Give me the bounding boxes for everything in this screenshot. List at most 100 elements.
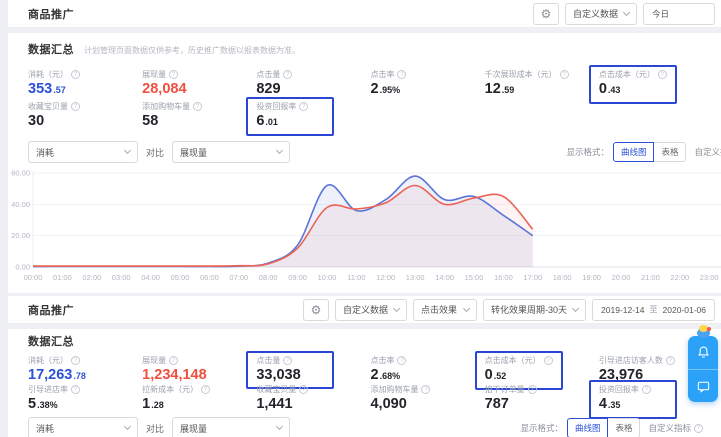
chevron-down-icon [123,146,132,155]
help-icon[interactable]: ? [559,70,569,79]
metric-bottom-4: 点击成本（元）? 0.52 [474,351,599,390]
help-icon[interactable]: ? [543,356,553,365]
display-format-group: 显示格式： 曲线图 表格 自定义指标 ? [520,418,703,437]
metric-bottom-0: 消耗（元）? 17,263.78 [28,353,142,383]
metric-label: 展现量 [142,356,167,365]
metric-label: 添加购物车量 [142,102,191,111]
help-icon[interactable]: ? [397,70,407,79]
summary-header: 数据汇总 计划管理页面数据仅供参考，历史推广数据以报表数据为准。 [28,41,721,57]
top-page-header: 商品推广 ⚙ 自定义数据 今日 [8,0,721,28]
metric-select-value: 展现量 [180,423,208,434]
custom-data-label: 自定义数据 [343,305,389,315]
metric-body: 展现量? 1,234,148 [132,351,220,389]
effect-dropdown[interactable]: 点击效果 [413,298,478,321]
help-icon[interactable]: ? [283,356,293,365]
metric-label: 点击率 [370,356,395,365]
metric-value: 4,090 [370,396,407,412]
metric-select-compare[interactable]: 展现量 [172,417,291,437]
metric-label: 点击量 [256,356,281,365]
top-toolbar: ⚙ 自定义数据 今日 [532,2,715,25]
metric-select-primary[interactable]: 消耗 [28,417,138,437]
help-icon[interactable]: ? [169,356,179,365]
custom-indicator-link[interactable]: 自定义指标 ? [694,146,721,158]
metric-label: 投资回报率 [256,102,297,111]
metric-body: 引导进店访客人数? 23,976 [589,351,685,389]
metric-label: 添加购物车量 [370,385,419,394]
page-title: 商品推广 [28,8,74,21]
metric-top-6: 收藏宝贝量? 30 [28,99,142,131]
svg-text:04:00: 04:00 [141,273,160,282]
compare-label: 对比 [146,423,165,434]
format-option-line-chart[interactable]: 曲线图 [566,418,609,437]
help-icon[interactable]: ? [71,70,80,79]
conversion-period-dropdown[interactable]: 转化效果周期-30天 [483,298,587,321]
metric-label: 点击量 [256,70,281,79]
summary-note: 计划管理页面数据仅供参考，历史推广数据以报表数据为准。 [84,46,300,55]
format-option-table[interactable]: 表格 [653,142,687,162]
svg-text:08:00: 08:00 [259,273,278,282]
metric-body: 消耗（元）? 353.57 [18,65,106,104]
notification-button[interactable] [688,336,718,369]
help-icon[interactable]: ? [283,70,293,79]
chevron-down-icon [462,304,471,312]
metric-value: 5.38% [28,396,58,412]
svg-text:23:00: 23:00 [700,273,719,282]
metric-select-primary[interactable]: 消耗 [28,141,138,163]
metric-value: 1.28 [142,396,164,412]
svg-text:01:00: 01:00 [53,273,72,282]
chevron-down-icon [622,8,631,16]
date-picker[interactable]: 今日 [643,2,715,25]
metric-label: 收藏宝贝量 [256,385,297,394]
metric-body: 引导进店率? 5.38% [18,380,106,419]
metric-label: 拉新成本（元） [142,385,199,394]
help-icon[interactable]: ? [201,385,211,394]
metric-bottom-9: 添加购物车量? 4,090 [370,382,484,412]
help-icon[interactable]: ? [193,102,203,111]
metric-bottom-2: 点击量? 33,038 [246,351,370,389]
help-icon[interactable]: ? [169,70,179,79]
metric-body: 添加购物车量? 4,090 [360,380,448,418]
metric-bottom-10: 拍下订单量? 787 [485,382,599,412]
format-option-table[interactable]: 表格 [607,418,641,437]
date-range-picker[interactable]: 2019-12-14 至 2020-01-06 [592,298,715,321]
help-icon[interactable]: ? [397,356,407,365]
format-option-line-chart[interactable]: 曲线图 [612,142,655,162]
bell-icon [697,346,709,358]
help-icon[interactable]: ? [665,356,675,365]
summary-chart-area[interactable]: 0.00 20.00 40.00 60.00 00:00 01:00 02:00 03:00 0… [8,167,721,293]
help-icon[interactable]: ? [641,385,651,394]
metrics-grid: 消耗（元）? 17,263.78 展现量? 1,234,148 点击量? 33,038 点击… [28,351,713,419]
svg-text:03:00: 03:00 [112,273,131,282]
summary-header: 数据汇总 [28,333,721,348]
metric-highlight-box: 投资回报率? 6.01 [246,97,335,136]
metric-top-1: 展现量? 28,084 [142,67,256,99]
metric-value: 2.95% [370,81,401,97]
custom-indicator-link[interactable]: 自定义指标 ? [648,422,703,434]
chart-controls: 消耗 对比 展现量 显示格式： 曲线图 表格 自定义指标 ? [28,141,721,163]
svg-text:15:00: 15:00 [465,273,484,282]
help-icon[interactable]: ? [71,385,80,394]
date-value: 今日 [652,8,670,19]
custom-data-dropdown[interactable]: 自定义数据 [335,298,408,321]
chat-button[interactable] [688,369,718,402]
help-icon[interactable]: ? [71,356,80,365]
metric-select-value: 消耗 [36,423,55,434]
settings-button[interactable]: ⚙ [532,2,559,25]
help-icon[interactable]: ? [299,385,309,394]
help-icon[interactable]: ? [299,102,309,111]
help-icon[interactable]: ? [527,385,537,394]
compare-label: 对比 [146,147,165,158]
summary-line-chart[interactable]: 0.00 20.00 40.00 60.00 00:00 01:00 02:00 03:00 0… [8,167,721,293]
help-icon[interactable]: ? [657,70,667,79]
metric-value: 0.43 [598,81,621,97]
metric-value: 33,038 [256,367,301,383]
metric-select-compare[interactable]: 展现量 [172,141,291,163]
help-icon[interactable]: ? [71,102,80,111]
metric-value: 0.52 [484,367,507,383]
period-label: 转化效果周期-30天 [491,305,568,315]
svg-text:21:00: 21:00 [641,273,660,282]
settings-button[interactable]: ⚙ [303,298,329,321]
custom-data-dropdown[interactable]: 自定义数据 [564,2,637,25]
display-format-label: 显示格式： [566,147,609,157]
help-icon[interactable]: ? [421,385,431,394]
